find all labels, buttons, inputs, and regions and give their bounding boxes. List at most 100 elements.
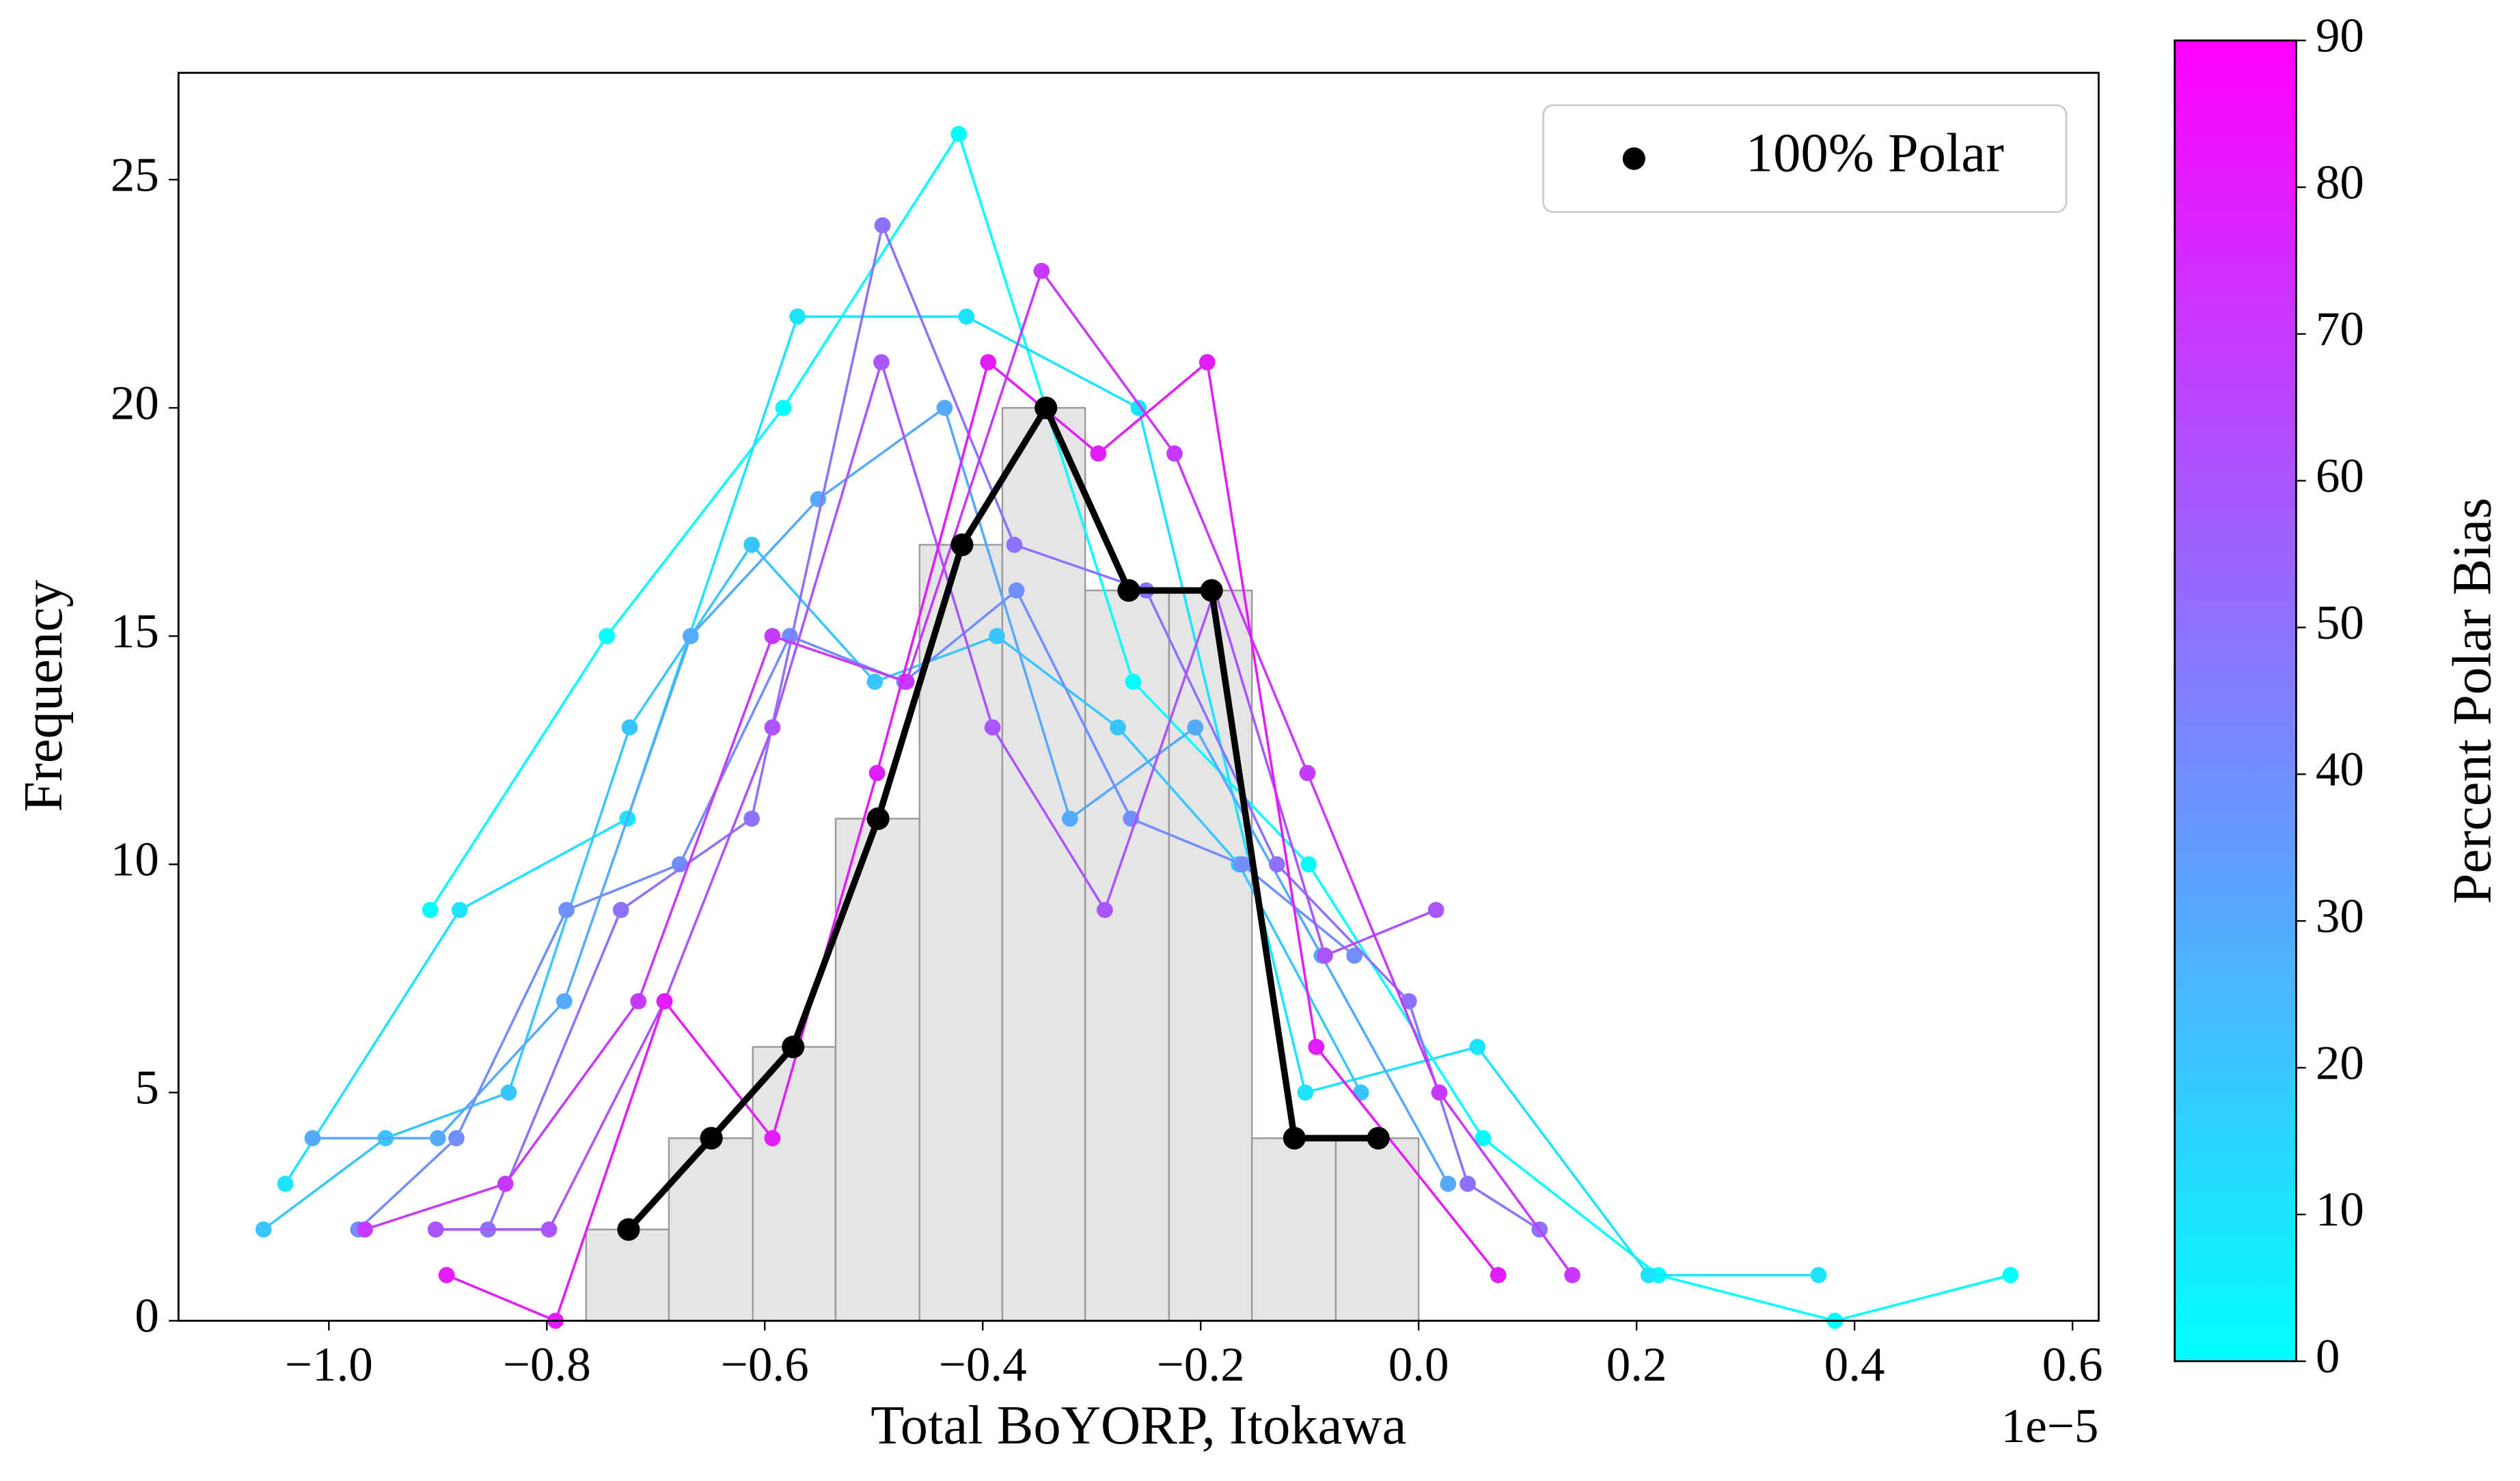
- series-marker: [1440, 1176, 1457, 1192]
- series-marker: [1431, 1084, 1448, 1101]
- y-tick-label: 15: [111, 605, 159, 658]
- series-marker: [1297, 1084, 1314, 1101]
- series-line: [312, 406, 1449, 1185]
- series-marker: [682, 628, 699, 645]
- colorbar-tick-label: 50: [2316, 596, 2364, 650]
- series-marker: [1640, 1267, 1657, 1284]
- y-axis-label: Frequency: [13, 580, 74, 812]
- series-marker: [1427, 902, 1444, 918]
- series-marker: [743, 536, 760, 553]
- x-offset-label: 1e−5: [2001, 1400, 2099, 1453]
- series-marker: [936, 400, 953, 416]
- colorbar-tick-label: 60: [2316, 449, 2364, 503]
- series-marker: [448, 1130, 465, 1147]
- histogram-bar: [1168, 590, 1253, 1322]
- series-marker: [1564, 1267, 1580, 1284]
- series-marker: [1346, 947, 1362, 964]
- series-marker: [1400, 993, 1417, 1010]
- x-tick-label: 0.2: [1606, 1338, 1667, 1392]
- series-marker: [1035, 396, 1058, 419]
- plot-frame: [177, 72, 2100, 1322]
- series-marker: [255, 1221, 272, 1238]
- series-marker: [1810, 1267, 1827, 1284]
- series-marker: [866, 674, 884, 690]
- series-marker: [500, 1084, 517, 1101]
- series-line: [284, 315, 1819, 1277]
- legend-box: [1542, 104, 2068, 213]
- x-tick-label: −0.4: [939, 1338, 1027, 1392]
- series-marker: [422, 902, 439, 918]
- series-marker: [782, 1035, 805, 1059]
- series-marker: [1199, 354, 1216, 371]
- series-marker: [1008, 582, 1025, 599]
- series-marker: [304, 1130, 321, 1147]
- x-tick-label: 0.0: [1388, 1338, 1449, 1392]
- x-tick-label: −0.8: [503, 1338, 591, 1392]
- series-marker: [868, 764, 886, 781]
- colorbar-tick-label: 10: [2316, 1183, 2364, 1236]
- series-marker: [277, 1176, 294, 1192]
- y-tick-label: 20: [111, 376, 159, 430]
- series-marker: [866, 807, 890, 831]
- x-tick-label: 0.4: [1824, 1338, 1885, 1392]
- series-marker: [874, 217, 891, 234]
- colorbar: [2174, 39, 2297, 1363]
- series-marker: [950, 533, 974, 557]
- x-tick-label: −0.2: [1157, 1338, 1245, 1392]
- histogram-bar: [585, 1228, 670, 1322]
- series-marker: [612, 902, 629, 918]
- colorbar-tick-label: 40: [2316, 743, 2364, 797]
- colorbar-tick-label: 90: [2316, 10, 2364, 63]
- series-marker: [958, 308, 975, 325]
- colorbar-tick-label: 30: [2316, 890, 2364, 943]
- series-marker: [1367, 1126, 1390, 1150]
- series-marker: [989, 628, 1005, 645]
- y-tick-label: 25: [111, 148, 159, 202]
- histogram-bar: [1334, 1137, 1420, 1322]
- series-marker: [451, 902, 468, 918]
- legend-label: 100% Polar: [1746, 123, 2004, 184]
- series-marker: [357, 1221, 373, 1238]
- series-marker: [1033, 262, 1050, 279]
- series-marker: [1233, 856, 1250, 873]
- series-marker: [1283, 1126, 1306, 1150]
- series-marker: [984, 719, 1001, 736]
- series-line: [357, 588, 1356, 1231]
- y-tick-label: 10: [111, 833, 159, 887]
- series-marker: [1187, 719, 1204, 736]
- series-marker: [789, 308, 806, 325]
- legend-marker: [1622, 147, 1645, 170]
- colorbar-label: Percent Polar Bias: [2441, 497, 2502, 904]
- series-marker: [540, 1221, 558, 1238]
- series-marker: [1097, 902, 1113, 918]
- series-marker: [1469, 1038, 1486, 1055]
- series-marker: [1117, 579, 1140, 602]
- series-marker: [630, 993, 647, 1010]
- series-marker: [1490, 1267, 1507, 1284]
- series-marker: [656, 993, 673, 1010]
- series-line: [446, 359, 1499, 1323]
- series-marker: [1166, 445, 1183, 462]
- series-marker: [743, 810, 760, 827]
- series-line: [626, 400, 1379, 1232]
- x-axis-label: Total BoYORP, Itokawa: [871, 1395, 1406, 1456]
- series-marker: [556, 993, 573, 1010]
- series-marker: [1460, 1176, 1476, 1192]
- series-line: [262, 542, 1362, 1231]
- series-marker: [438, 1267, 455, 1284]
- series-marker: [950, 126, 967, 143]
- series-marker: [427, 1221, 444, 1238]
- histogram-bar: [918, 544, 1004, 1322]
- colorbar-tick-label: 0: [2316, 1330, 2340, 1383]
- series-marker: [1475, 1130, 1492, 1147]
- series-marker: [1308, 1038, 1325, 1055]
- series-marker: [1090, 445, 1107, 462]
- y-tick-label: 0: [135, 1290, 159, 1343]
- x-tick-label: 0.6: [2042, 1338, 2103, 1392]
- series-line: [435, 358, 1437, 1231]
- series-marker: [1061, 810, 1078, 827]
- series-marker: [2002, 1267, 2019, 1284]
- colorbar-tick-label: 70: [2316, 303, 2364, 356]
- series-marker: [429, 1130, 446, 1147]
